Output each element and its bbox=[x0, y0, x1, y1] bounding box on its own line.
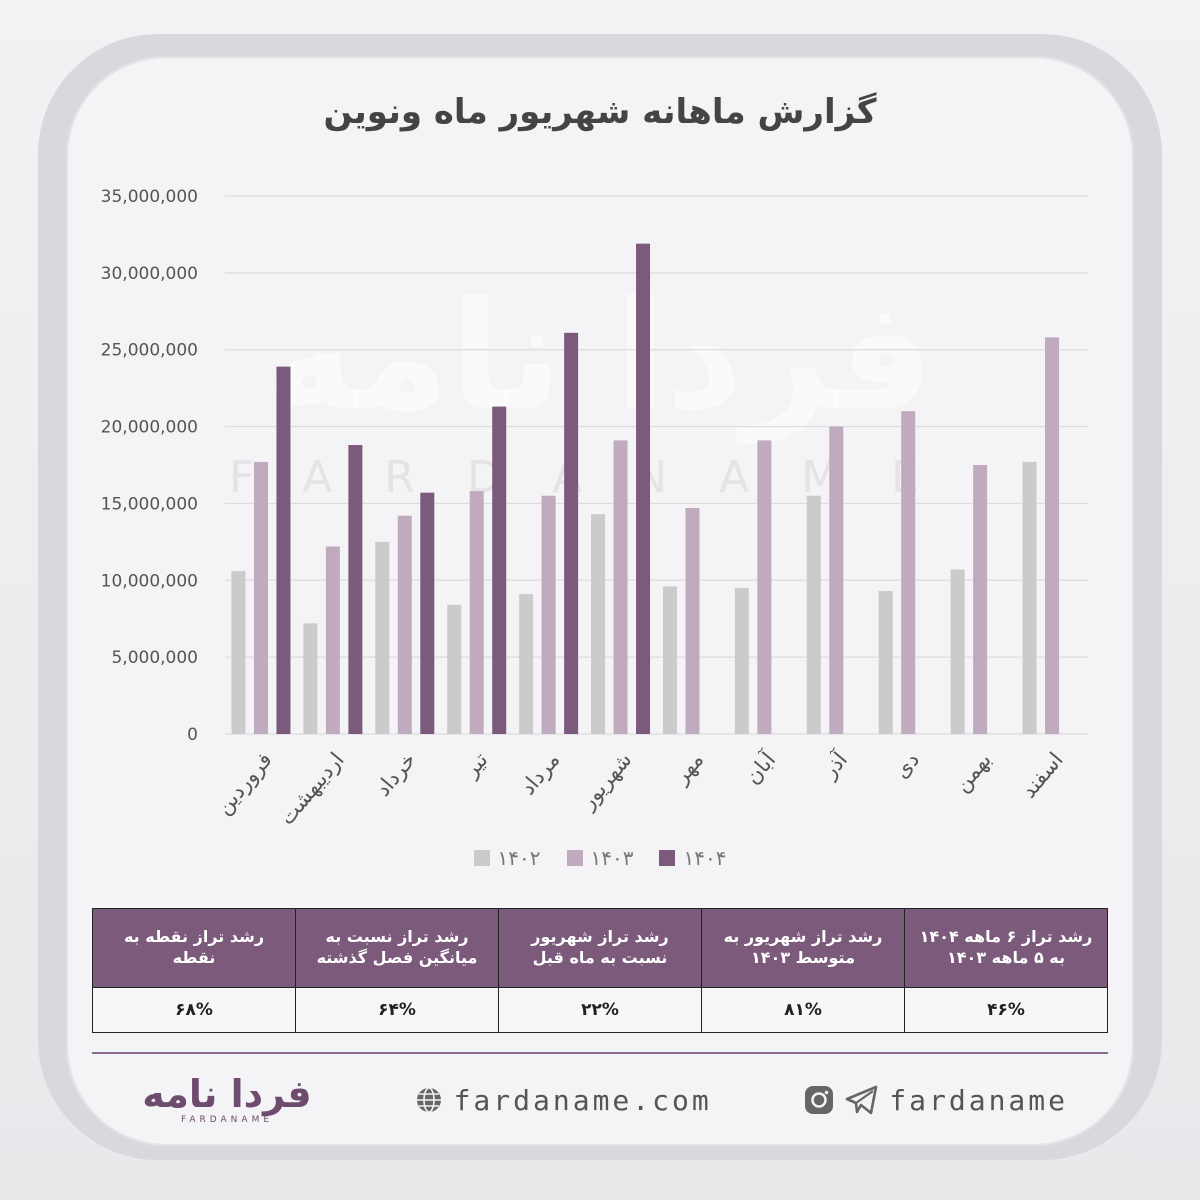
bar-۱۴۰۲-10 bbox=[950, 569, 965, 734]
legend-label-1403: ۱۴۰۳ bbox=[590, 846, 634, 870]
telegram-icon[interactable] bbox=[845, 1084, 879, 1116]
x-tick-label-text: اسفند bbox=[1016, 748, 1067, 803]
y-tick-label: 0 bbox=[187, 725, 198, 745]
bar-۱۴۰۳-10 bbox=[973, 465, 988, 734]
bar-۱۴۰۲-8 bbox=[806, 495, 821, 734]
bar-۱۴۰۳-9 bbox=[901, 411, 916, 734]
brand-logo-latin: FARDANAME bbox=[180, 1115, 274, 1125]
legend: ۱۴۰۲ ۱۴۰۳ ۱۴۰۴ bbox=[0, 846, 1200, 870]
x-tick-label-text: تیر bbox=[458, 748, 492, 783]
x-tick-label-text: فروردین bbox=[211, 748, 276, 819]
bar-۱۴۰۴-4 bbox=[564, 332, 579, 734]
bar-۱۴۰۴-5 bbox=[636, 243, 651, 734]
bar-۱۴۰۳-2 bbox=[397, 515, 412, 734]
x-tick-label: مهر bbox=[668, 748, 708, 789]
legend-label-1404: ۱۴۰۴ bbox=[683, 846, 727, 870]
bar-۱۴۰۴-3 bbox=[492, 406, 507, 734]
x-tick-label-text: آذر bbox=[816, 746, 853, 783]
bar-۱۴۰۳-6 bbox=[685, 508, 700, 734]
social-handle: fardaname bbox=[889, 1083, 1068, 1117]
y-tick-label: 30,000,000 bbox=[101, 264, 198, 284]
bar-۱۴۰۳-11 bbox=[1045, 337, 1060, 734]
footer-divider bbox=[92, 1052, 1108, 1054]
bar-۱۴۰۴-1 bbox=[348, 445, 363, 734]
x-tick-label-text: دی bbox=[889, 748, 924, 783]
stats-header-vs-1403-average: رشد تراز شهریور به متوسط ۱۴۰۳ bbox=[701, 908, 905, 988]
x-tick-label: اردیبهشت bbox=[275, 748, 349, 830]
stats-value-vs-last-season: ۶۴% bbox=[295, 987, 499, 1033]
x-tick-label: خرداد bbox=[371, 748, 421, 801]
x-tick-label-text: خرداد bbox=[371, 748, 421, 801]
bar-۱۴۰۳-0 bbox=[253, 461, 268, 734]
bar-۱۴۰۳-8 bbox=[829, 426, 844, 734]
legend-item-1402: ۱۴۰۲ bbox=[473, 846, 541, 870]
bar-۱۴۰۴-2 bbox=[420, 492, 435, 734]
bar-chart: 0 5,000,000 10,000,000 15,000,000 20,000,000… bbox=[101, 187, 1088, 830]
legend-swatch-1404 bbox=[659, 850, 676, 866]
bar-۱۴۰۲-3 bbox=[447, 604, 462, 734]
y-tick-label: 15,000,000 bbox=[101, 494, 198, 514]
website-link[interactable]: fardaname.com bbox=[414, 1084, 712, 1117]
bar-۱۴۰۴-0 bbox=[276, 366, 291, 734]
bar-۱۴۰۲-6 bbox=[662, 586, 677, 734]
globe-icon bbox=[416, 1087, 441, 1113]
legend-item-1403: ۱۴۰۳ bbox=[566, 846, 634, 870]
x-tick-label: اسفند bbox=[1016, 748, 1067, 803]
bar-۱۴۰۳-1 bbox=[325, 546, 340, 734]
x-tick-label-text: مرداد bbox=[516, 748, 565, 800]
bar-۱۴۰۲-9 bbox=[878, 591, 893, 734]
stats-value-point-to-point: ۶۸% bbox=[92, 987, 296, 1033]
bar-۱۴۰۲-7 bbox=[734, 587, 749, 734]
x-tick-label: دی bbox=[889, 748, 924, 783]
brand-logo: فردا نامه FARDANAME bbox=[132, 1075, 322, 1125]
x-tick-label: شهریور bbox=[575, 748, 636, 815]
bar-۱۴۰۳-7 bbox=[757, 440, 772, 734]
y-tick-label: 25,000,000 bbox=[101, 341, 198, 361]
x-tick-label-text: شهریور bbox=[575, 748, 636, 815]
y-tick-label: 35,000,000 bbox=[101, 187, 198, 207]
x-tick-label: آذر bbox=[816, 746, 853, 783]
x-tick-label-text: مهر bbox=[668, 748, 708, 789]
bar-۱۴۰۲-5 bbox=[591, 514, 606, 734]
x-tick-label: بهمن bbox=[950, 748, 996, 797]
stats-header-6-month-growth: رشد تراز ۶ ماهه ۱۴۰۴ به ۵ ماهه ۱۴۰۳ bbox=[904, 908, 1108, 988]
x-tick-label-text: بهمن bbox=[950, 748, 996, 797]
bar-۱۴۰۳-4 bbox=[541, 495, 556, 734]
x-tick-label: مرداد bbox=[516, 748, 565, 800]
legend-label-1402: ۱۴۰۲ bbox=[497, 846, 541, 870]
bar-۱۴۰۲-0 bbox=[231, 571, 246, 734]
stats-value-row: ۴۶% ۸۱% ۲۲% ۶۴% ۶۸% bbox=[92, 987, 1108, 1033]
stats-header-vs-last-season: رشد تراز نسبت به میانگین فصل گذشته bbox=[295, 908, 499, 988]
bar-۱۴۰۲-11 bbox=[1022, 461, 1037, 734]
y-tick-label: 20,000,000 bbox=[101, 418, 198, 438]
x-tick-label-text: اردیبهشت bbox=[275, 748, 349, 830]
bar-۱۴۰۳-5 bbox=[613, 440, 628, 734]
social-links[interactable]: fardaname bbox=[803, 1084, 1068, 1117]
x-tick-label: آبان bbox=[740, 746, 781, 789]
stats-table: رشد تراز ۶ ماهه ۱۴۰۴ به ۵ ماهه ۱۴۰۳ رشد … bbox=[92, 908, 1108, 1033]
bar-۱۴۰۲-1 bbox=[303, 623, 318, 734]
bar-۱۴۰۲-2 bbox=[375, 541, 390, 734]
bar-۱۴۰۳-3 bbox=[469, 491, 484, 734]
stats-header-row: رشد تراز ۶ ماهه ۱۴۰۴ به ۵ ماهه ۱۴۰۳ رشد … bbox=[92, 908, 1108, 988]
bar-۱۴۰۲-4 bbox=[519, 594, 534, 734]
stats-value-vs-1403-average: ۸۱% bbox=[701, 987, 905, 1033]
stats-header-vs-previous-month: رشد تراز شهریور نسبت به ماه قبل bbox=[498, 908, 702, 988]
brand-logo-text: فردا نامه bbox=[142, 1072, 312, 1116]
legend-swatch-1402 bbox=[473, 850, 490, 866]
footer: فردا نامه FARDANAME fardaname.com fardan… bbox=[92, 1070, 1108, 1130]
x-tick-label-text: آبان bbox=[740, 746, 781, 789]
legend-item-1404: ۱۴۰۴ bbox=[659, 846, 726, 870]
website-text: fardaname.com bbox=[453, 1083, 712, 1117]
y-tick-label: 5,000,000 bbox=[111, 648, 198, 668]
stats-value-6-month-growth: ۴۶% bbox=[904, 987, 1108, 1033]
legend-swatch-1403 bbox=[566, 850, 583, 866]
x-tick-label: فروردین bbox=[211, 748, 276, 819]
stats-header-point-to-point: رشد تراز نقطه به نقطه bbox=[92, 908, 296, 988]
instagram-icon[interactable] bbox=[803, 1084, 835, 1116]
stats-value-vs-previous-month: ۲۲% bbox=[498, 987, 702, 1033]
x-tick-label: تیر bbox=[458, 748, 492, 783]
y-tick-label: 10,000,000 bbox=[101, 571, 198, 591]
chart-title: گزارش ماهانه شهریور ماه ونوین bbox=[323, 92, 877, 132]
